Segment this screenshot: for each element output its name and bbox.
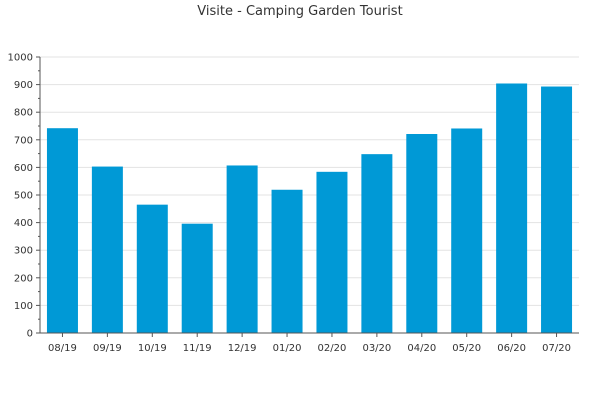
chart-title: Visite - Camping Garden Tourist	[197, 4, 403, 19]
y-tick-label: 900	[14, 80, 33, 91]
x-tick-label: 02/20	[318, 343, 347, 354]
y-tick-label: 200	[14, 273, 33, 284]
bar-12-19	[226, 165, 258, 333]
x-tick-label: 07/20	[542, 343, 571, 354]
bar-04-20	[406, 134, 438, 333]
y-tick-label: 600	[14, 163, 33, 174]
x-tick-label: 12/19	[228, 343, 257, 354]
y-tick-label: 0	[27, 329, 33, 340]
bar-05-20	[451, 128, 483, 333]
x-tick-label: 04/20	[407, 343, 436, 354]
bar-10-19	[136, 204, 168, 333]
x-tick-label: 09/19	[93, 343, 122, 354]
bar-11-19	[181, 223, 213, 333]
y-tick-label: 300	[14, 246, 33, 257]
y-tick-label: 1000	[8, 53, 33, 64]
x-tick-label: 05/20	[452, 343, 481, 354]
x-tick-label: 08/19	[48, 343, 77, 354]
x-tick-label: 11/19	[183, 343, 212, 354]
x-tick-label: 01/20	[273, 343, 302, 354]
y-tick-label: 800	[14, 108, 33, 119]
bars	[46, 83, 573, 333]
bar-02-20	[316, 171, 348, 333]
y-tick-label: 700	[14, 135, 33, 146]
y-tick-label: 100	[14, 301, 33, 312]
tick-labels: 0 100 200 300 400 500 600 700 800 900 1000 08/19 09/…	[8, 53, 571, 355]
bar-09-19	[91, 166, 123, 333]
bar-08-19	[46, 128, 78, 333]
bar-07-20	[541, 86, 573, 333]
x-tick-label: 10/19	[138, 343, 167, 354]
x-tick-label: 06/20	[497, 343, 526, 354]
y-tick-label: 400	[14, 218, 33, 229]
bar-03-20	[361, 154, 393, 333]
grid-lines	[40, 56, 579, 306]
axes	[36, 56, 579, 337]
x-tick-label: 03/20	[362, 343, 391, 354]
bar-06-20	[496, 83, 528, 333]
bar-01-20	[271, 189, 303, 333]
y-tick-label: 500	[14, 191, 33, 202]
